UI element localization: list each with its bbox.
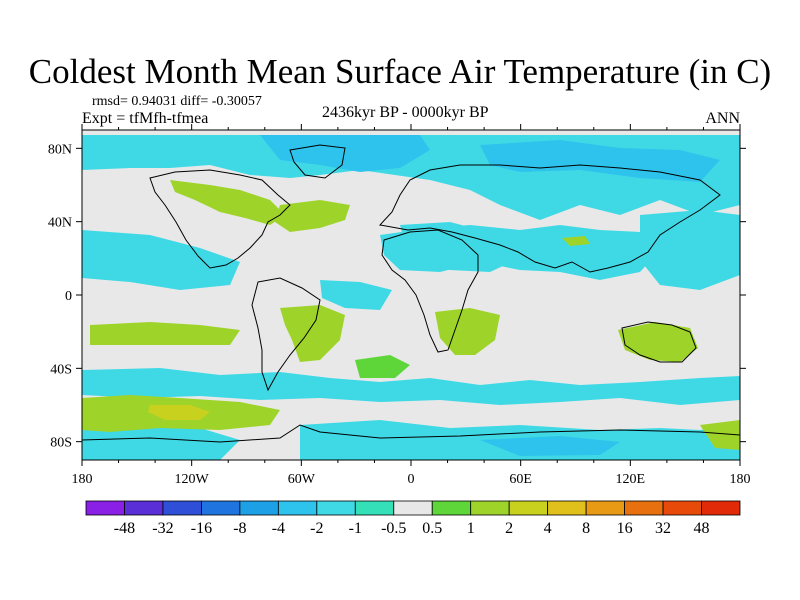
x-tick-label: 60W xyxy=(288,472,316,487)
colorbar-box xyxy=(585,500,625,516)
x-tick-label: 180 xyxy=(72,472,93,487)
colorbar-label: 8 xyxy=(582,520,590,537)
africa-cool-patch xyxy=(400,222,520,272)
colorbar-label: -0.5 xyxy=(381,520,406,537)
y-tick-label: 40N xyxy=(48,216,72,231)
tibet-warm-patch xyxy=(562,236,590,246)
colorbar-box xyxy=(354,500,395,516)
east-pacific-cool-patch xyxy=(82,230,240,290)
colorbar-label: 16 xyxy=(617,520,633,537)
colorbar-box xyxy=(662,500,702,516)
colorbar: -48 -32 -16 -8 -4 -2 -1 -0.5 0.5 1 2 4 8 16 32 48 xyxy=(85,500,741,537)
north-america-warm-patch xyxy=(170,180,285,225)
coast-africa xyxy=(381,229,479,353)
x-tick-label: 60E xyxy=(509,472,532,487)
antarctic-east-warm-patch xyxy=(700,420,740,450)
colorbar-label: 48 xyxy=(694,520,710,537)
coast-greenland xyxy=(289,144,346,179)
colorbar-box xyxy=(162,500,202,516)
season-label: ANN xyxy=(705,110,740,127)
colorbar-label: -2 xyxy=(310,520,323,537)
colorbar-box xyxy=(277,500,318,516)
x-tick-label: 120W xyxy=(175,472,210,487)
colorbar-label: -16 xyxy=(191,520,212,537)
coast-eurasia xyxy=(379,164,721,273)
colorbar-label: 32 xyxy=(655,520,671,537)
colorbar-box xyxy=(431,500,472,516)
australia-warm-patch xyxy=(618,322,698,362)
coast-south-america xyxy=(251,277,321,392)
map-title: Coldest Month Mean Surface Air Temperatu… xyxy=(28,52,772,91)
coastlines xyxy=(82,144,740,443)
map-frame: 180 120W 60W 0 60E 120E 180 80N 40N 0 40S 80S xyxy=(48,124,751,487)
x-tick-label: 120E xyxy=(616,472,646,487)
colorbar-label: -32 xyxy=(152,520,173,537)
coast-antarctica xyxy=(82,424,740,443)
colorbar-box xyxy=(239,500,279,516)
antarctic-strong-warm-patch xyxy=(148,405,210,420)
colorbar-box xyxy=(201,500,241,516)
colorbar-box xyxy=(393,500,433,516)
stats-text: rmsd= 0.94031 diff= -0.30057 xyxy=(92,94,262,109)
colorbar-label: -48 xyxy=(114,520,135,537)
colorbar-label: 2 xyxy=(505,520,513,537)
colorbar-box xyxy=(316,500,356,516)
north-pacific-cool-patch xyxy=(640,210,740,290)
antarctic-deeper-cool-patch xyxy=(480,436,620,456)
colorbar-label: 0.5 xyxy=(422,520,442,537)
colorbar-box xyxy=(470,500,510,516)
x-tick-label: 180 xyxy=(730,472,751,487)
map-panel xyxy=(82,130,740,460)
y-tick-label: 0 xyxy=(65,289,72,304)
colorbar-box xyxy=(624,500,664,516)
south-atlantic-warm-patch xyxy=(355,355,410,378)
arctic-cyan-patch xyxy=(260,135,430,172)
north-atlantic-warm-patch xyxy=(275,200,350,232)
y-tick-label: 80N xyxy=(48,142,72,157)
colorbar-box xyxy=(547,500,587,516)
period-label: 2436kyr BP - 0000kyr BP xyxy=(322,104,489,121)
southeast-pacific-warm-patch xyxy=(90,322,240,345)
colorbar-box xyxy=(124,500,164,516)
colorbar-label: -4 xyxy=(272,520,285,537)
colorbar-label: -1 xyxy=(349,520,362,537)
warming-areas xyxy=(82,180,740,450)
cooling-areas xyxy=(82,135,740,460)
y-tick-label: 80S xyxy=(50,436,72,451)
colorbar-box xyxy=(701,500,741,516)
experiment-label: Expt = tfMfh-tfmea xyxy=(82,110,209,127)
coast-north-america xyxy=(149,169,291,269)
colorbar-label: 4 xyxy=(544,520,552,537)
colorbar-box xyxy=(85,500,125,516)
y-tick-label: 40S xyxy=(50,362,72,377)
coast-australia xyxy=(621,321,697,363)
southern-ocean-cool-band xyxy=(82,368,740,405)
colorbar-label: 1 xyxy=(467,520,475,537)
antarctic-cool-patch-west xyxy=(82,425,240,460)
colorbar-label: -8 xyxy=(233,520,246,537)
colorbar-box xyxy=(508,500,549,516)
southern-africa-warm-patch xyxy=(435,308,500,355)
tropical-atlantic-cool-patch xyxy=(320,280,392,310)
x-tick-label: 0 xyxy=(408,472,415,487)
